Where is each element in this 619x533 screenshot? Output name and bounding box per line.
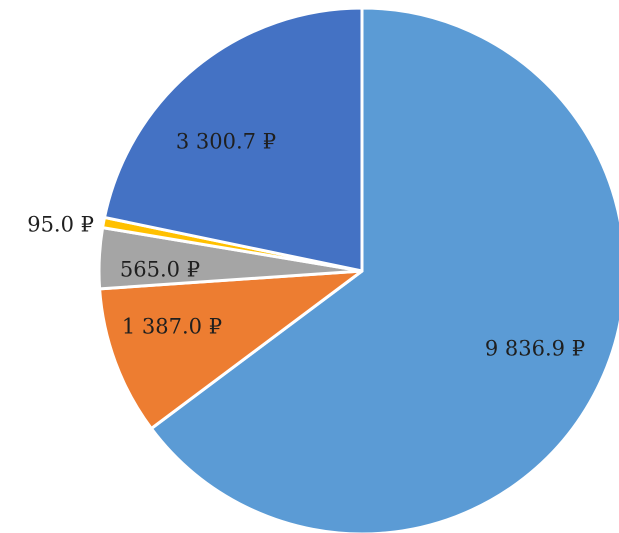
data-label: 565.0 ₽ xyxy=(120,258,200,282)
data-label: 9 836.9 ₽ xyxy=(485,337,585,361)
pie-slice xyxy=(149,6,619,533)
pie-slice xyxy=(103,6,364,273)
data-label: 3 300.7 ₽ xyxy=(176,130,276,154)
pie-slice xyxy=(98,269,364,430)
pie-data-labels: 9 836.9 ₽ 1 387.0 ₽ 565.0 ₽ 95.0 ₽ 3 300.7 ₽ xyxy=(27,130,585,361)
data-label: 1 387.0 ₽ xyxy=(122,315,222,339)
data-label: 95.0 ₽ xyxy=(27,213,94,237)
pie-slices xyxy=(97,6,619,533)
